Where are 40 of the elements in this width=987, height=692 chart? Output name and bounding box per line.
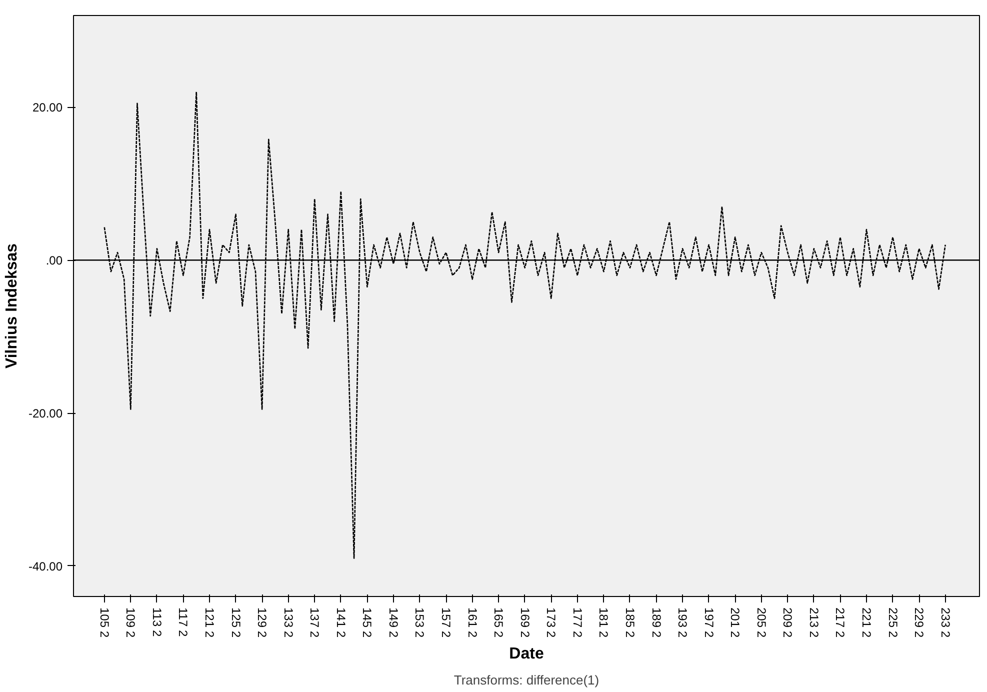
x-tick-label: 225 2 [886,608,900,638]
x-tick-label: 189 2 [649,608,664,638]
x-tick-label: 173 2 [544,608,558,638]
x-tick-label: 229 2 [912,608,926,638]
x-tick-label: 197 2 [702,608,716,638]
y-tick-label: -20.00 [28,406,63,421]
x-tick-label: 129 2 [255,608,270,638]
y-tick-label: .00 [46,254,63,268]
y-tick-label: 20.00 [32,100,63,115]
x-tick-label: 161 2 [465,608,480,638]
x-tick-label: 145 2 [360,608,374,638]
y-tick-label: -40.00 [28,559,63,574]
y-axis-title: Vilnius Indeksas [3,243,20,369]
x-tick-label: 165 2 [492,608,506,638]
x-tick-label: 217 2 [833,608,848,638]
x-tick-label: 205 2 [754,608,768,638]
x-tick-label: 141 2 [334,608,348,638]
x-tick-label: 193 2 [676,608,690,638]
x-tick-label: 213 2 [806,608,821,638]
x-tick-label: 121 2 [202,608,216,638]
x-tick-label: 117 2 [176,608,190,637]
x-tick-label: 113 2 [150,608,164,637]
x-axis-title: Date [509,646,544,663]
x-tick-label: 209 2 [780,608,795,638]
text: Transforms: difference(1) [454,672,600,688]
x-tick-label: 221 2 [859,608,874,638]
x-tick-label: 185 2 [622,608,637,638]
x-tick-label: 137 2 [308,608,322,638]
x-tick-label: 169 2 [518,608,532,638]
x-tick-label: 201 2 [728,608,742,638]
x-tick-label: 105 2 [97,608,112,638]
x-tick-label: 125 2 [228,608,243,638]
x-tick-label: 233 2 [938,608,952,638]
x-tick-label: 181 2 [596,608,611,638]
x-tick-label: 177 2 [570,608,584,638]
x-tick-label: 149 2 [386,608,400,638]
x-tick-label: 133 2 [281,608,296,638]
x-tick-label: 109 2 [124,608,138,638]
x-tick-label: 153 2 [412,608,427,638]
x-tick-label: 157 2 [439,608,454,638]
